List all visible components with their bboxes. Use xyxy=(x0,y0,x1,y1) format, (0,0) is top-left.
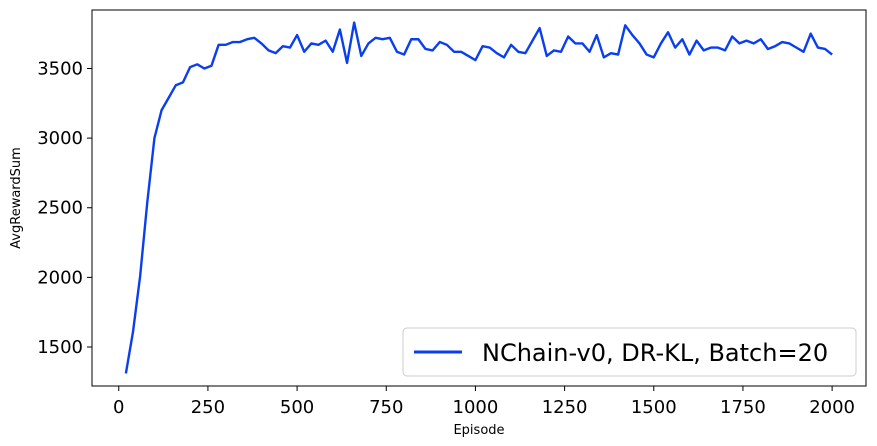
x-tick-label: 2000 xyxy=(809,397,855,418)
legend-label: NChain-v0, DR-KL, Batch=20 xyxy=(482,339,828,367)
x-tick-label: 1500 xyxy=(631,397,677,418)
y-axis-label: AvgRewardSum xyxy=(9,147,24,249)
x-axis-ticks: 0 250 500 750 1000 1250 1500 1750 2000 xyxy=(113,386,855,418)
y-tick-label: 1500 xyxy=(37,337,83,358)
y-tick-label: 2000 xyxy=(37,267,83,288)
y-axis-ticks: 1500 2000 2500 3000 3500 xyxy=(37,58,92,358)
plot-area xyxy=(124,21,833,374)
x-tick-label: 1250 xyxy=(542,397,588,418)
y-tick-label: 3500 xyxy=(37,58,83,79)
legend: NChain-v0, DR-KL, Batch=20 xyxy=(402,327,857,377)
x-tick-label: 750 xyxy=(369,397,403,418)
x-tick-label: 250 xyxy=(191,397,225,418)
x-tick-label: 0 xyxy=(113,397,124,418)
x-tick-label: 500 xyxy=(280,397,314,418)
y-tick-label: 2500 xyxy=(37,198,83,219)
plot-frame xyxy=(91,9,867,387)
x-axis-label: Episode xyxy=(453,423,504,438)
x-tick-label: 1750 xyxy=(720,397,766,418)
series-line-0 xyxy=(124,21,833,374)
x-tick-label: 1000 xyxy=(453,397,499,418)
legend-box xyxy=(402,327,857,377)
y-tick-label: 3000 xyxy=(37,128,83,149)
